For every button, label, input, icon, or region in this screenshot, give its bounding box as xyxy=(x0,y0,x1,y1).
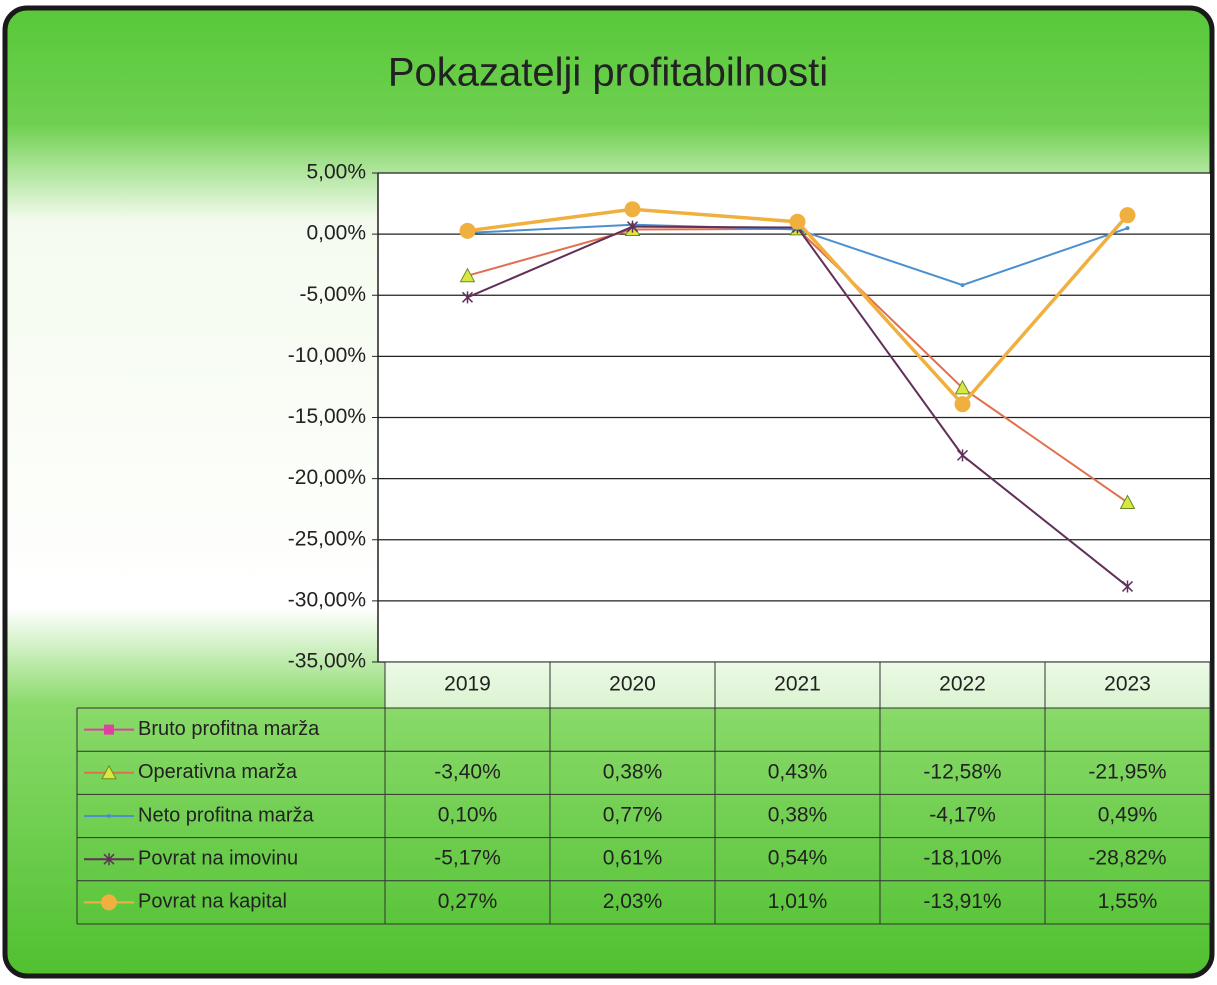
table-value: -18,10% xyxy=(923,847,1001,870)
y-tick-label: -35,00% xyxy=(288,650,366,673)
table-value: 0,38% xyxy=(768,804,828,827)
point xyxy=(624,201,641,218)
y-tick-label: -25,00% xyxy=(288,527,366,550)
legend-label: Neto profitna marža xyxy=(138,804,315,826)
y-tick-label: 5,00% xyxy=(306,161,366,184)
point xyxy=(956,449,969,462)
point xyxy=(954,379,971,395)
legend-label: Bruto profitna marža xyxy=(138,718,320,740)
table-value: -3,40% xyxy=(434,760,501,783)
table-value: -12,58% xyxy=(923,760,1001,783)
table-value: -5,17% xyxy=(434,847,501,870)
table-header xyxy=(384,661,1211,709)
y-tick-label: -5,00% xyxy=(299,283,366,306)
y-tick-label: -30,00% xyxy=(288,588,366,611)
legend-marker xyxy=(101,894,117,911)
x-tick-label: 2020 xyxy=(609,673,656,696)
legend-label: Povrat na kapital xyxy=(138,891,287,913)
table-value: 0,77% xyxy=(603,804,663,827)
table-value: 1,01% xyxy=(768,890,828,913)
table-value: 0,38% xyxy=(603,760,663,783)
y-tick-label: -20,00% xyxy=(288,466,366,489)
point xyxy=(960,283,965,288)
x-tick-label: 2021 xyxy=(774,673,821,696)
point xyxy=(789,213,806,230)
point xyxy=(459,267,476,283)
legend-marker xyxy=(107,814,111,818)
point xyxy=(954,396,971,413)
x-tick-label: 2023 xyxy=(1104,673,1151,696)
legend-marker xyxy=(104,724,114,735)
table-value: 0,49% xyxy=(1098,804,1158,827)
legend-marker xyxy=(101,764,117,780)
chart-title: Pokazatelji profitabilnosti xyxy=(388,51,828,95)
table-value: -21,95% xyxy=(1088,760,1166,783)
point xyxy=(461,291,474,304)
y-tick-label: 0,00% xyxy=(306,222,366,245)
x-tick-label: 2019 xyxy=(444,673,491,696)
legend-label: Povrat na imovinu xyxy=(138,847,298,869)
table-value: -28,82% xyxy=(1088,847,1166,870)
point xyxy=(1119,207,1136,224)
legend-marker xyxy=(103,853,115,866)
point xyxy=(459,222,476,239)
legend-label: Operativna marža xyxy=(138,761,298,783)
point xyxy=(1121,580,1134,593)
point xyxy=(626,220,639,233)
point xyxy=(1119,494,1136,509)
table-value: 2,03% xyxy=(603,890,663,913)
table-value: 1,55% xyxy=(1098,890,1158,913)
y-tick-label: -15,00% xyxy=(288,405,366,428)
y-tick-label: -10,00% xyxy=(288,344,366,367)
table-value: -13,91% xyxy=(923,890,1001,913)
x-tick-label: 2022 xyxy=(939,673,986,696)
point xyxy=(1125,226,1130,231)
table-value: 0,61% xyxy=(603,847,663,870)
table-value: 0,27% xyxy=(438,890,498,913)
table-value: 0,43% xyxy=(768,760,828,783)
table-value: 0,10% xyxy=(438,804,498,827)
table-value: -4,17% xyxy=(929,804,996,827)
table-value: 0,54% xyxy=(768,847,828,870)
